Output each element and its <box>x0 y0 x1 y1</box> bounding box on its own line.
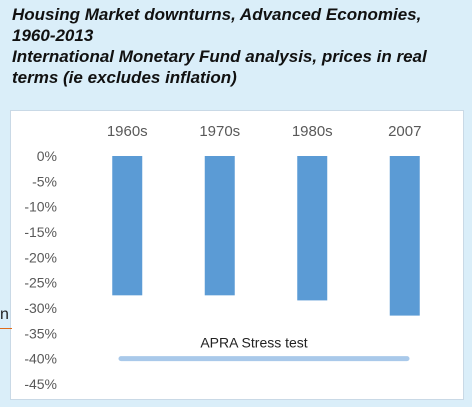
x-category-label: 1970s <box>199 123 240 140</box>
y-tick-label: -25% <box>24 275 57 291</box>
y-tick-label: -20% <box>24 249 57 265</box>
y-tick-label: -15% <box>24 224 57 240</box>
y-tick-label: -30% <box>24 300 57 316</box>
y-tick-label: 0% <box>37 148 57 164</box>
bar-1960s <box>112 156 143 296</box>
bar-1970s <box>204 156 235 296</box>
x-category-label: 1960s <box>107 123 148 140</box>
bar-2007 <box>389 156 420 316</box>
title-line-3: International Monetary Fund analysis, pr… <box>12 47 427 66</box>
bar-1980s <box>297 156 328 301</box>
y-tick-label: -45% <box>24 376 57 392</box>
y-tick-label: -5% <box>32 173 57 189</box>
chart-title: Housing Market downturns, Advanced Econo… <box>12 4 468 88</box>
y-tick-label: -35% <box>24 325 57 341</box>
cropped-text-fragment: n <box>0 306 9 323</box>
stress-test-label: APRA Stress test <box>200 335 307 351</box>
bar-chart: 0% -5% -10% -15% -20% -25% -30% -35% -40% -45% 196… <box>24 123 421 392</box>
title-line-1: Housing Market downturns, Advanced Econo… <box>12 5 422 24</box>
title-line-2: 1960-2013 <box>12 26 94 45</box>
title-line-4: terms (ie excludes inflation) <box>12 68 237 87</box>
cropped-connector-line <box>0 328 12 329</box>
y-tick-label: -40% <box>24 351 57 367</box>
x-category-label: 2007 <box>388 123 421 140</box>
chart-panel: 0% -5% -10% -15% -20% -25% -30% -35% -40% -45% 196… <box>10 110 464 400</box>
y-tick-label: -10% <box>24 199 57 215</box>
x-category-label: 1980s <box>292 123 333 140</box>
